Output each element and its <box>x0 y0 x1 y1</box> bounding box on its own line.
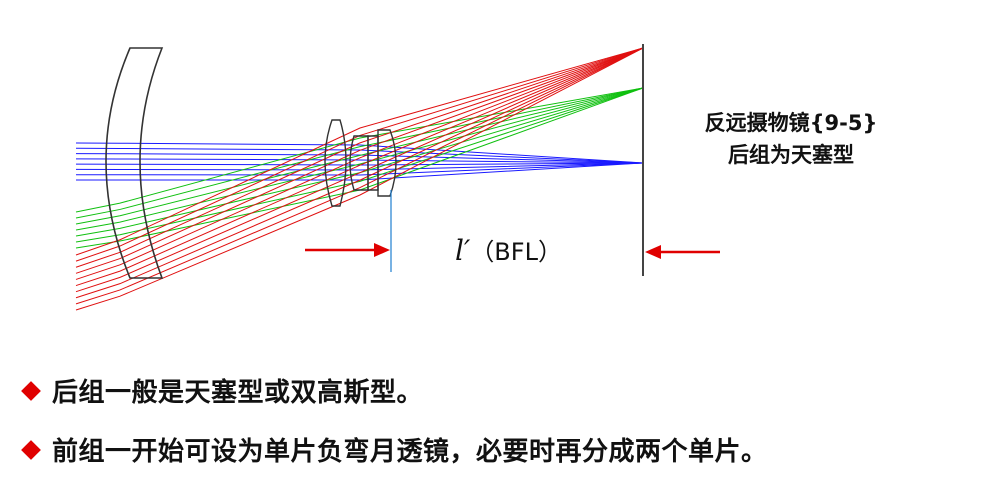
optical-layout-diagram <box>75 44 720 311</box>
green-ray <box>75 87 644 237</box>
rear-lens-1 <box>324 119 347 207</box>
green-ray <box>75 87 644 243</box>
blue-ray-bundle <box>75 142 644 181</box>
blue-ray <box>76 162 644 181</box>
bfl-text: （BFL） <box>470 238 562 266</box>
green-ray <box>75 87 644 219</box>
green-ray <box>75 87 644 249</box>
blue-ray <box>75 162 644 166</box>
front-negative-meniscus-lens <box>105 47 164 279</box>
right-red-arrow <box>645 245 720 259</box>
red-ray <box>75 47 644 256</box>
green-ray <box>75 87 644 231</box>
red-diamond-icon <box>21 380 41 401</box>
red-diamond-icon <box>21 439 41 460</box>
blue-ray <box>75 162 644 171</box>
red-ray <box>75 47 644 268</box>
rear-lens-2 <box>349 135 369 191</box>
green-ray <box>75 87 644 225</box>
red-ray <box>75 47 644 262</box>
red-ray <box>75 47 644 274</box>
blue-ray <box>75 142 644 164</box>
red-ray <box>75 47 644 293</box>
red-ray <box>75 47 644 311</box>
blue-ray <box>75 162 644 176</box>
bfl-symbol: l′ <box>455 234 471 267</box>
bfl-label: l′（BFL） <box>455 232 562 267</box>
green-ray <box>75 87 644 213</box>
blue-ray <box>75 158 644 164</box>
red-ray <box>75 47 644 280</box>
diagram-subtitle: 后组为天塞型 <box>728 143 854 167</box>
rear-group-lenses <box>324 119 397 207</box>
diagram-title: 反远摄物镜{9-5} <box>704 111 878 135</box>
bullet-item-2: 前组一开始可设为单片负弯月透镜，必要时再分成两个单片。 <box>18 431 768 468</box>
bullet-text-1: 后组一般是天塞型或双高斯型。 <box>52 378 424 408</box>
left-red-arrow <box>305 243 390 257</box>
red-ray <box>75 47 644 299</box>
red-ray <box>75 47 644 287</box>
red-ray-bundle <box>75 47 644 311</box>
bullet-item-1: 后组一般是天塞型或双高斯型。 <box>18 372 423 409</box>
rear-lens-4 <box>377 129 397 197</box>
blue-ray <box>75 147 644 164</box>
bullet-text-2: 前组一开始可设为单片负弯月透镜，必要时再分成两个单片。 <box>52 437 768 467</box>
blue-ray <box>75 153 644 164</box>
red-ray <box>75 47 644 305</box>
